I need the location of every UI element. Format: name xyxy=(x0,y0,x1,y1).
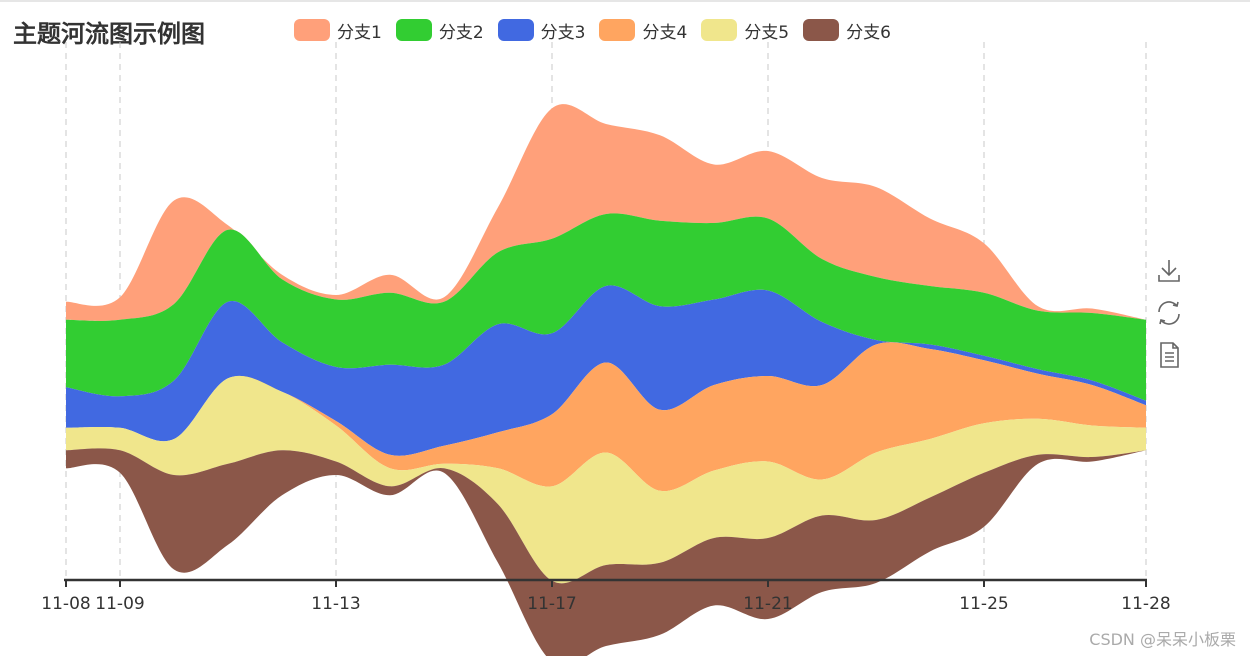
legend-item-series-6[interactable]: 分支6 xyxy=(803,18,891,43)
data-view-button[interactable] xyxy=(1154,340,1184,370)
x-tick-label: 11-17 xyxy=(527,594,576,614)
document-icon xyxy=(1160,342,1179,368)
legend-swatch xyxy=(497,19,534,41)
stream-series-2 xyxy=(66,213,1146,401)
legend-label: 分支3 xyxy=(540,22,586,43)
toolbox xyxy=(1154,256,1184,382)
legend: 分支1 分支2 分支3 分支4 分支5 分支6 xyxy=(294,17,905,43)
legend-swatch xyxy=(701,19,738,41)
legend-item-series-1[interactable]: 分支1 xyxy=(294,18,382,43)
x-tick-label: 11-25 xyxy=(959,594,1008,614)
legend-item-series-4[interactable]: 分支4 xyxy=(599,18,687,43)
x-tick-label: 11-28 xyxy=(1121,594,1170,614)
stream-series-4 xyxy=(66,342,1146,492)
legend-item-series-5[interactable]: 分支5 xyxy=(701,18,789,43)
x-tick-label: 11-21 xyxy=(743,594,792,614)
stream-series-1 xyxy=(66,104,1146,321)
legend-item-series-2[interactable]: 分支2 xyxy=(395,18,484,43)
stream-series-6 xyxy=(66,448,1146,656)
x-tick-label: 11-08 xyxy=(41,594,90,614)
legend-label: 分支2 xyxy=(438,22,484,43)
watermark: CSDN @呆呆小板栗 xyxy=(1089,630,1236,649)
legend-label: 分支4 xyxy=(642,22,688,43)
stream-series-3 xyxy=(66,285,1146,456)
stream-series-5 xyxy=(66,375,1146,584)
chart-title: 主题河流图示例图 xyxy=(13,20,205,48)
legend-label: 分支6 xyxy=(846,22,891,43)
save-as-image-button[interactable] xyxy=(1154,256,1184,286)
legend-swatch xyxy=(395,19,432,41)
legend-label: 分支5 xyxy=(744,22,790,43)
download-icon xyxy=(1158,260,1180,282)
restore-button[interactable] xyxy=(1154,298,1184,328)
legend-label: 分支1 xyxy=(337,22,382,43)
x-tick-label: 11-09 xyxy=(95,594,144,614)
legend-swatch xyxy=(294,19,330,41)
legend-swatch xyxy=(599,19,636,41)
top-rule xyxy=(0,0,1250,2)
refresh-icon xyxy=(1158,301,1180,325)
legend-swatch xyxy=(803,19,840,41)
legend-item-series-3[interactable]: 分支3 xyxy=(497,18,586,43)
x-tick-label: 11-13 xyxy=(311,594,360,614)
